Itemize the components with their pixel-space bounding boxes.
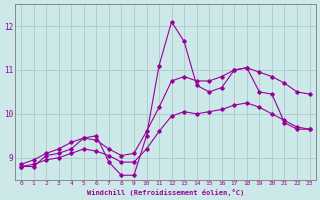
X-axis label: Windchill (Refroidissement éolien,°C): Windchill (Refroidissement éolien,°C) <box>87 189 244 196</box>
